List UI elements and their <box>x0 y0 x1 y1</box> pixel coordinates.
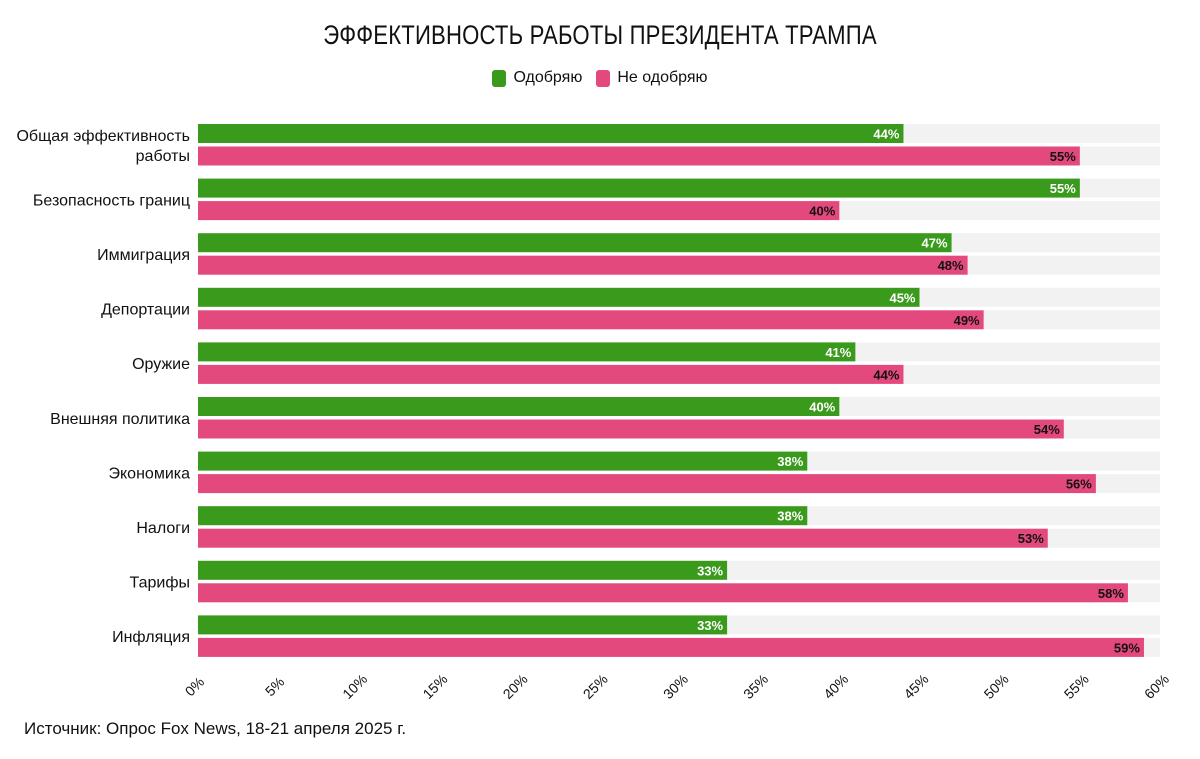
value-label-approve-2: 55% <box>1050 181 1076 196</box>
bar-approve-7 <box>198 451 808 471</box>
value-label-approve-3: 47% <box>922 236 948 251</box>
category-label: Экономика <box>109 465 191 482</box>
bar-approve-5 <box>198 342 856 362</box>
legend-item-disapprove: Не одобряю <box>596 69 708 87</box>
value-label-approve-7: 38% <box>777 454 803 469</box>
category-label: Депортации <box>101 302 190 319</box>
x-tick-label: 60% <box>1141 671 1172 702</box>
value-label-disapprove-4: 49% <box>954 313 980 328</box>
chart-title: ЭФФЕКТИВНОСТЬ РАБОТЫ ПРЕЗИДЕНТА ТРАМПА <box>323 20 877 50</box>
legend-label-disapprove: Не одобряю <box>617 69 708 86</box>
source-note: Источник: Опрос Fox News, 18-21 апреля 2… <box>24 719 407 738</box>
category-label: работы <box>136 148 190 165</box>
x-tick-label: 40% <box>820 671 851 702</box>
bar-disapprove-3 <box>198 255 968 275</box>
value-label-approve-8: 38% <box>777 509 803 524</box>
value-label-approve-10: 33% <box>697 618 723 633</box>
value-label-disapprove-8: 53% <box>1018 531 1044 546</box>
x-tick-label: 15% <box>419 671 450 702</box>
value-label-disapprove-7: 56% <box>1066 477 1092 492</box>
value-label-approve-6: 40% <box>809 400 835 415</box>
bar-approve-9 <box>198 560 728 580</box>
category-label: Инфляция <box>112 629 190 646</box>
bar-approve-10 <box>198 615 728 635</box>
value-label-approve-9: 33% <box>697 563 723 578</box>
x-tick-label: 20% <box>500 671 531 702</box>
x-tick-label: 35% <box>740 671 771 702</box>
category-label: Налоги <box>136 520 190 537</box>
legend-item-approve: Одобряю <box>492 69 582 87</box>
bar-disapprove-4 <box>198 310 984 330</box>
legend-label-approve: Одобряю <box>513 69 583 86</box>
category-label: Общая эффективность <box>16 128 190 145</box>
value-label-disapprove-5: 44% <box>873 367 899 382</box>
legend: Одобряю Не одобряю <box>0 69 1200 87</box>
x-tick-label: 10% <box>339 671 370 702</box>
value-label-approve-5: 41% <box>825 345 851 360</box>
value-label-approve-1: 44% <box>873 127 899 142</box>
x-tick-label: 30% <box>660 671 691 702</box>
value-label-disapprove-2: 40% <box>809 204 835 219</box>
value-label-disapprove-3: 48% <box>938 258 964 273</box>
x-tick-label: 0% <box>182 674 208 700</box>
x-tick-label: 25% <box>580 671 611 702</box>
bar-approve-6 <box>198 397 840 416</box>
value-label-disapprove-6: 54% <box>1034 422 1060 437</box>
category-label: Внешняя политика <box>50 411 190 428</box>
category-label: Оружие <box>132 356 190 373</box>
value-label-disapprove-10: 59% <box>1114 640 1140 655</box>
category-label: Тарифы <box>130 575 190 592</box>
x-tick-label: 45% <box>900 671 931 702</box>
legend-swatch-disapprove <box>596 69 611 87</box>
bar-approve-2 <box>198 178 1080 198</box>
x-tick-label: 50% <box>981 671 1012 702</box>
x-tick-label: 5% <box>262 674 288 700</box>
value-label-approve-4: 45% <box>889 290 915 305</box>
bar-disapprove-5 <box>198 364 904 384</box>
value-label-disapprove-1: 55% <box>1050 149 1076 164</box>
bar-disapprove-1 <box>198 146 1080 166</box>
category-label: Безопасность границ <box>33 192 190 209</box>
value-label-disapprove-9: 58% <box>1098 586 1124 601</box>
x-tick-label: 55% <box>1061 671 1092 702</box>
bar-disapprove-2 <box>198 201 840 221</box>
bar-approve-1 <box>198 124 904 143</box>
bar-approve-3 <box>198 233 952 253</box>
bar-disapprove-9 <box>198 583 1128 603</box>
bar-disapprove-10 <box>198 637 1144 657</box>
legend-swatch-approve <box>492 69 507 87</box>
bar-disapprove-7 <box>198 474 1096 494</box>
category-label: Иммиграция <box>97 247 190 264</box>
bar-approve-8 <box>198 506 808 526</box>
bar-disapprove-8 <box>198 528 1048 548</box>
bar-disapprove-6 <box>198 419 1064 439</box>
bar-approve-4 <box>198 287 920 307</box>
